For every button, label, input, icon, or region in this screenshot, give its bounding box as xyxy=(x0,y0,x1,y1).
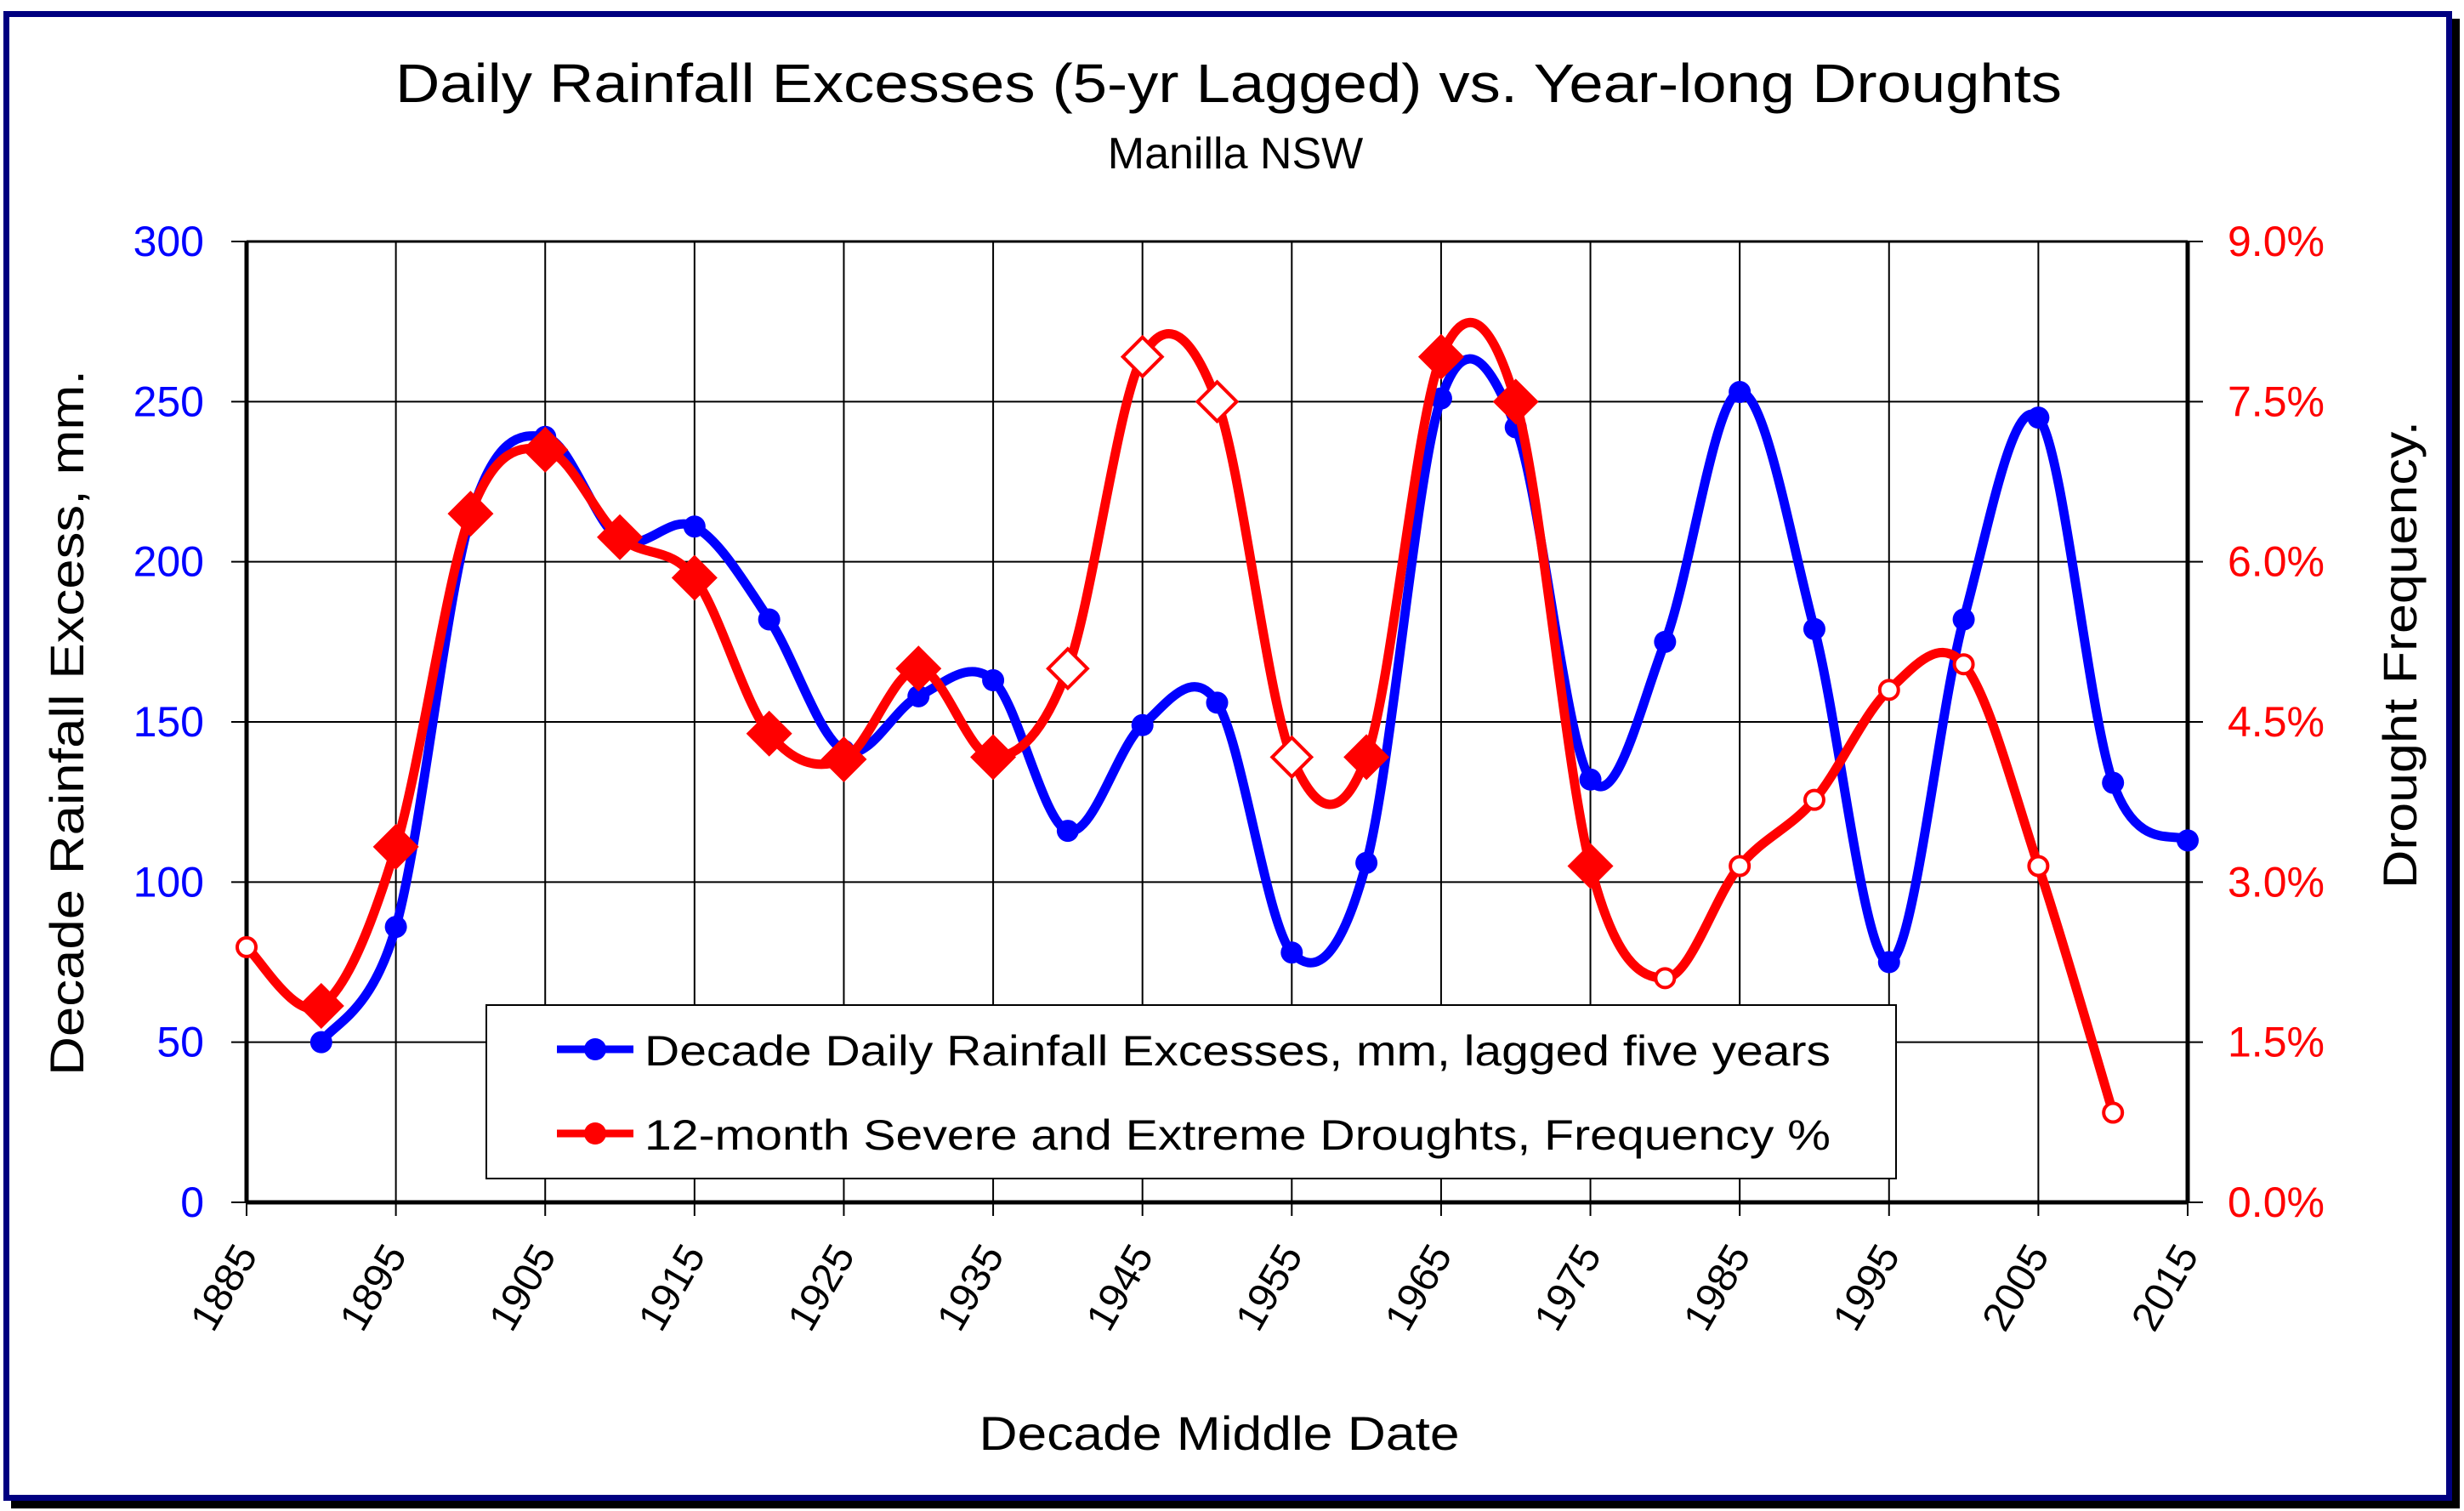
rainfall-point xyxy=(2027,406,2050,429)
y-tick-label-right: 0.0% xyxy=(2228,1179,2325,1226)
series-rainfall-excess xyxy=(309,354,2199,1054)
drought-point-filled-diamond xyxy=(746,710,792,757)
rainfall-point xyxy=(1206,691,1229,714)
drought-point-filled-diamond xyxy=(1343,734,1390,781)
chart-title: Daily Rainfall Excesses (5-yr Lagged) vs… xyxy=(395,53,2062,114)
x-tick-label: 1955 xyxy=(1228,1237,1312,1338)
rainfall-point xyxy=(758,608,781,631)
drought-point-filled-diamond xyxy=(1567,843,1614,889)
drought-point-filled-diamond xyxy=(298,982,344,1029)
y-tick-label-left: 100 xyxy=(133,858,204,906)
axes xyxy=(244,240,2190,1205)
x-tick-label: 2005 xyxy=(1974,1237,2058,1338)
x-tick-label: 2015 xyxy=(2123,1237,2207,1338)
rainfall-point xyxy=(384,916,407,939)
x-axis-ticks: 1885 1895 1905 1915 1925 1935 1945 1955 1965 1975… xyxy=(182,1237,2207,1338)
rainfall-point xyxy=(1803,617,1825,640)
x-tick-label: 1965 xyxy=(1377,1237,1461,1338)
rainfall-point xyxy=(982,669,1005,692)
drought-point-open-diamond xyxy=(1269,735,1314,780)
y-tick-label-right: 1.5% xyxy=(2228,1019,2325,1066)
chart-subtitle: Manilla NSW xyxy=(1108,129,1364,179)
x-tick-label: 1975 xyxy=(1526,1237,1610,1338)
legend-label-drought: 12-month Severe and Extreme Droughts, Fr… xyxy=(644,1111,1831,1159)
rainfall-point xyxy=(683,515,706,538)
drought-point-filled-diamond xyxy=(372,823,419,870)
drought-point-open-circle xyxy=(1952,653,1975,676)
rainfall-point xyxy=(1877,951,1900,974)
drought-point-filled-diamond xyxy=(597,514,644,560)
rainfall-excess-line xyxy=(316,354,2193,1048)
drought-point-open-diamond xyxy=(1120,334,1165,379)
legend-item-rainfall: Decade Daily Rainfall Excesses, mm, lagg… xyxy=(557,1027,1831,1075)
rainfall-point xyxy=(1952,608,1975,631)
y-tick-label-left: 250 xyxy=(133,378,204,425)
x-tick-label: 1985 xyxy=(1675,1237,1759,1338)
drought-point-open-circle xyxy=(1729,855,1751,878)
legend-box xyxy=(485,1004,1897,1179)
drought-point-filled-diamond xyxy=(1492,378,1539,425)
drought-point-filled-diamond xyxy=(447,491,494,537)
right-axis-ticks: 0.0% 1.5% 3.0% 4.5% 6.0% 7.5% 9.0% xyxy=(2228,218,2325,1226)
x-tick-label: 1905 xyxy=(480,1237,565,1338)
rainfall-point xyxy=(1056,820,1079,843)
drought-point-open-diamond xyxy=(1195,379,1240,424)
y-tick-label-right: 3.0% xyxy=(2228,858,2325,906)
rainfall-point xyxy=(1131,713,1154,736)
drought-point-filled-diamond xyxy=(895,645,942,692)
x-tick-label: 1885 xyxy=(182,1237,266,1338)
drought-point-open-circle xyxy=(1654,967,1677,990)
rainfall-point xyxy=(309,1031,332,1054)
y-tick-label-left: 200 xyxy=(133,538,204,586)
y-tick-label-left: 300 xyxy=(133,218,204,265)
rainfall-point xyxy=(907,684,930,707)
rainfall-point xyxy=(2102,771,2125,794)
drought-point-filled-diamond xyxy=(1417,333,1464,380)
rainfall-point xyxy=(2177,829,2199,852)
drought-point-filled-diamond xyxy=(970,734,1017,781)
rainfall-point xyxy=(1654,630,1677,653)
drought-point-open-diamond xyxy=(1046,646,1090,691)
rainfall-point xyxy=(1280,941,1303,964)
y-axis-right-title: Drought Frequency. xyxy=(2373,421,2427,889)
drought-point-open-circle xyxy=(2102,1101,2125,1124)
x-tick-label: 1935 xyxy=(928,1237,1013,1338)
y-tick-label-right: 7.5% xyxy=(2228,378,2325,425)
left-axis-ticks: 0 50 100 150 200 250 300 xyxy=(133,218,204,1226)
rainfall-point xyxy=(1579,768,1602,791)
y-tick-label-right: 4.5% xyxy=(2228,698,2325,746)
x-tick-label: 1945 xyxy=(1078,1237,1162,1338)
y-tick-label-right: 6.0% xyxy=(2228,538,2325,586)
drought-point-open-circle xyxy=(1877,679,1900,702)
legend-label-rainfall: Decade Daily Rainfall Excesses, mm, lagg… xyxy=(644,1027,1831,1075)
drought-point-filled-diamond xyxy=(671,554,718,601)
drought-point-open-circle xyxy=(2027,855,2050,878)
y-tick-label-left: 50 xyxy=(156,1019,204,1066)
series-drought-frequency xyxy=(236,317,2125,1124)
y-tick-label-right: 9.0% xyxy=(2228,218,2325,265)
y-tick-label-left: 0 xyxy=(180,1179,204,1226)
y-axis-left-title: Decade Rainfall Excess, mm. xyxy=(40,370,94,1076)
x-axis-title: Decade Middle Date xyxy=(979,1406,1460,1460)
x-tick-label: 1895 xyxy=(332,1237,416,1338)
legend: Decade Daily Rainfall Excesses, mm, lagg… xyxy=(485,1004,1897,1179)
legend-swatch-blue-marker xyxy=(584,1038,606,1060)
drought-point-filled-diamond xyxy=(522,426,569,473)
x-tick-label: 1915 xyxy=(630,1237,714,1338)
rainfall-point xyxy=(1429,387,1452,410)
drought-point-filled-diamond xyxy=(820,736,867,782)
chart-frame xyxy=(3,11,2452,1501)
drought-point-open-circle xyxy=(236,935,258,958)
legend-item-drought: 12-month Severe and Extreme Droughts, Fr… xyxy=(557,1111,1831,1159)
x-tick-label: 1925 xyxy=(780,1237,864,1338)
legend-swatch-red-marker xyxy=(584,1122,606,1145)
drought-point-open-circle xyxy=(1803,788,1825,811)
rainfall-point xyxy=(1355,851,1378,874)
y-tick-label-left: 150 xyxy=(133,698,204,746)
x-tick-label: 1995 xyxy=(1825,1237,1909,1338)
rainfall-point xyxy=(1729,381,1751,404)
